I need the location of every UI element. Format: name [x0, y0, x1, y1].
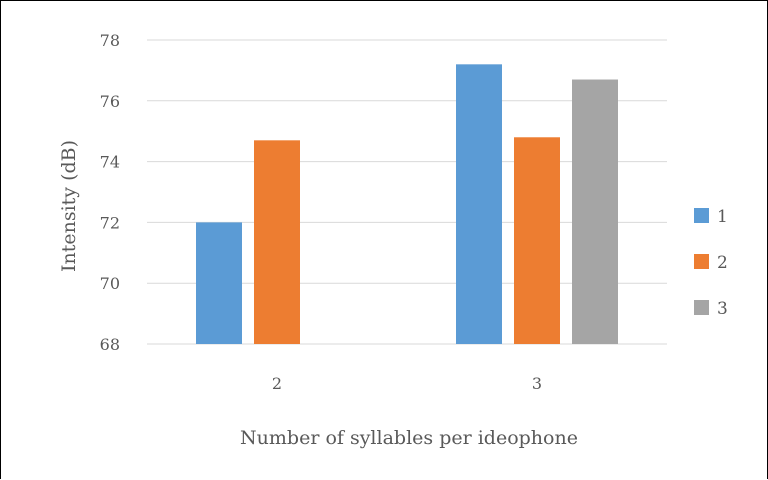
x-tick-label: 3: [532, 374, 542, 393]
legend-label-1: 1: [717, 207, 728, 227]
bar-series-3-category-3: [572, 79, 618, 345]
x-tick-label: 2: [272, 374, 282, 393]
legend-label-3: 3: [717, 299, 728, 319]
y-tick-labels: 68 70 72 74 76 78: [100, 31, 120, 354]
y-tick-label: 76: [100, 92, 120, 111]
y-tick-label: 72: [100, 213, 120, 232]
bar-series-2-category-2: [254, 140, 300, 344]
bar-series-1-category-2: [196, 222, 242, 344]
bars: [196, 64, 618, 345]
bar-series-1-category-3: [456, 64, 502, 344]
y-axis-title: Intensity (dB): [58, 140, 80, 272]
legend-label-2: 2: [717, 253, 728, 273]
y-tick-label: 68: [100, 335, 120, 354]
legend: 1 2 3: [694, 207, 728, 319]
y-tick-label: 78: [100, 31, 120, 50]
legend-swatch-3: [694, 300, 709, 315]
bar-series-2-category-3: [514, 137, 560, 344]
legend-swatch-1: [694, 208, 709, 223]
x-axis-title: Number of syllables per ideophone: [240, 427, 578, 449]
y-tick-label: 70: [100, 274, 120, 293]
legend-swatch-2: [694, 254, 709, 269]
y-tick-label: 74: [100, 153, 120, 172]
